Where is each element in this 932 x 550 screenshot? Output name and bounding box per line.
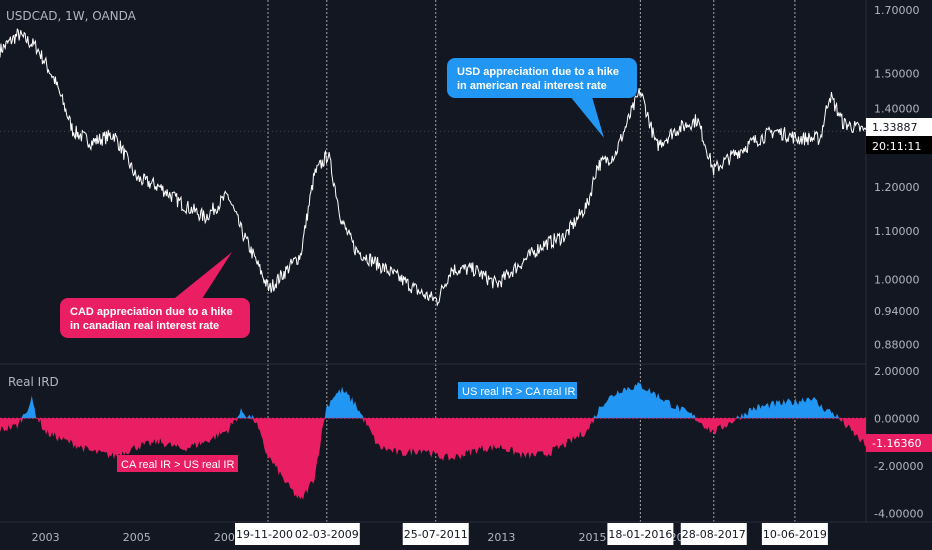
last-price-tag: 1.33887 20:11:11 xyxy=(866,118,932,154)
us-gt-ca-bg xyxy=(458,382,577,399)
cad-annotation[interactable]: CAD appreciation due to a hike in canadi… xyxy=(60,252,250,338)
cad-callout-box xyxy=(60,298,250,338)
last-ird-tag: -1.16360 xyxy=(866,434,932,452)
ca-gt-us-text: CA real IR > US real IR xyxy=(121,459,234,471)
chart-title: USDCAD, 1W, OANDA xyxy=(6,9,137,23)
time-tick-label: 2015 xyxy=(579,531,607,544)
ca-gt-us-bg xyxy=(117,455,238,472)
countdown-value: 20:11:11 xyxy=(872,140,921,153)
last-price-value: 1.33887 xyxy=(872,121,918,134)
price-tick-label: 0.88000 xyxy=(874,338,920,351)
price-scale[interactable]: 1.70000 1.50000 1.40000 1.20000 1.10000 1.000… xyxy=(874,4,920,351)
event-lines xyxy=(267,0,796,522)
ird-scale[interactable]: 2.00000 0.00000 -2.00000 -4.00000 xyxy=(874,365,923,521)
ird-tick-label: -2.00000 xyxy=(874,460,923,473)
usd-annotation[interactable]: USD appreciation due to a hike in americ… xyxy=(447,58,637,138)
ird-negative-area xyxy=(0,418,866,500)
date-marker-label-2: 02-03-2009 xyxy=(295,528,359,541)
usdcad-price-line xyxy=(0,28,867,307)
price-tick-label: 1.10000 xyxy=(874,225,920,238)
time-tick-label: 2005 xyxy=(123,531,151,544)
date-marker-label-4: 18-01-2016 xyxy=(608,528,672,541)
price-pane[interactable] xyxy=(0,28,867,307)
date-marker-bg-6 xyxy=(761,523,828,545)
cad-callout-pointer xyxy=(170,252,232,302)
usd-callout-line1: USD appreciation due to a hike xyxy=(457,66,619,78)
price-tick-label: 1.20000 xyxy=(874,181,920,194)
time-tick-label: 2013 xyxy=(487,531,515,544)
last-ird-tag-bg xyxy=(866,434,932,452)
usd-callout-line2: in american real interest rate xyxy=(457,80,607,92)
date-marker-label-5: 28-08-2017 xyxy=(682,528,746,541)
date-marker-label-6: 10-06-2019 xyxy=(763,528,827,541)
date-marker-label-1: 19-11-2007 xyxy=(236,528,300,541)
countdown-tag-bg xyxy=(866,136,932,154)
cad-callout-line2: in canadian real interest rate xyxy=(70,320,219,332)
date-marker-bg-5 xyxy=(680,523,747,545)
date-marker-bg-4 xyxy=(607,523,674,545)
usd-callout-box xyxy=(447,58,637,98)
ird-tick-label: 2.00000 xyxy=(874,365,920,378)
date-marker-bg-1 xyxy=(235,523,302,545)
price-tick-label: 0.94000 xyxy=(874,305,920,318)
us-gt-ca-text: US real IR > CA real IR xyxy=(462,386,575,398)
usd-callout-pointer xyxy=(565,90,604,138)
time-tick-label: 2003 xyxy=(32,531,60,544)
price-tick-label: 1.70000 xyxy=(874,4,920,17)
us-gt-ca-label: US real IR > CA real IR xyxy=(458,382,577,399)
ird-pane[interactable] xyxy=(0,382,866,500)
time-tick-label: 2007 xyxy=(214,531,242,544)
ca-gt-us-label: CA real IR > US real IR xyxy=(117,455,238,472)
date-marker-label-3: 25-07-2011 xyxy=(404,528,468,541)
date-marker-bg-3 xyxy=(402,523,469,545)
last-price-tag-top xyxy=(866,118,932,136)
date-marker-bg-2 xyxy=(293,523,360,545)
price-tick-label: 1.00000 xyxy=(874,273,920,286)
last-ird-value: -1.16360 xyxy=(872,437,921,450)
ird-tick-label: 0.00000 xyxy=(874,412,920,425)
price-tick-label: 1.40000 xyxy=(874,103,920,116)
ird-tick-label: -4.00000 xyxy=(874,507,923,520)
ird-positive-area xyxy=(0,382,866,419)
ird-title: Real IRD xyxy=(8,375,59,389)
price-tick-label: 1.50000 xyxy=(874,68,920,81)
cad-callout-line1: CAD appreciation due to a hike xyxy=(70,306,233,318)
